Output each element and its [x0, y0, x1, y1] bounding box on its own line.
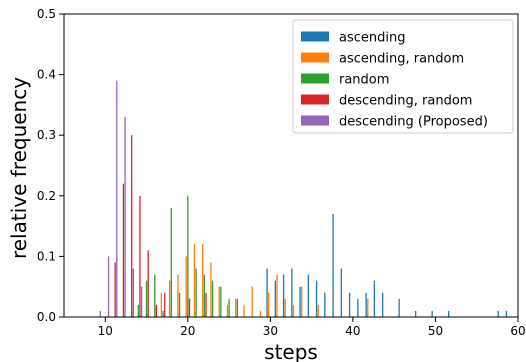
bar-ascending-random	[235, 298, 237, 317]
bar-ascending	[505, 310, 508, 317]
legend-swatch	[301, 31, 329, 42]
bar-random	[162, 310, 164, 317]
bar-ascending-random	[317, 304, 319, 317]
legend-swatch	[301, 73, 329, 84]
bar-ascending-random	[301, 286, 303, 317]
bar-descending-proposed-	[132, 268, 134, 317]
bar-descending-proposed-	[107, 256, 110, 317]
bar-ascending-random	[177, 274, 179, 317]
bar-descending-random	[122, 183, 125, 317]
bar-ascending-random	[210, 262, 212, 317]
bar-ascending	[266, 268, 268, 317]
bar-ascending	[365, 292, 367, 317]
bar-ascending	[315, 280, 318, 317]
bar-ascending-random	[251, 286, 253, 317]
bar-random	[170, 207, 172, 317]
legend-box	[292, 19, 514, 134]
y-tick-label: 0.0	[37, 310, 56, 324]
bar-random	[195, 268, 197, 317]
bar-ascending	[381, 292, 384, 317]
bar-descending-proposed-	[140, 286, 143, 317]
bar-descending-proposed-	[124, 117, 126, 318]
bar-ascending	[282, 274, 285, 317]
bar-ascending	[348, 292, 351, 317]
x-tick-label: 50	[428, 324, 443, 338]
legend-label: random	[339, 73, 389, 88]
y-tick-label: 0.2	[37, 189, 56, 203]
legend-label: descending (Proposed)	[339, 115, 488, 130]
bar-ascending-random	[185, 256, 187, 317]
bar-ascending-random	[218, 286, 220, 317]
bar-ascending	[357, 298, 359, 317]
x-tick-label: 30	[263, 324, 278, 338]
bar-descending-random	[188, 298, 191, 317]
bar-ascending	[497, 310, 499, 317]
bar-descending-random	[131, 135, 133, 317]
bar-ascending-random	[259, 310, 262, 317]
bar-random	[228, 298, 230, 317]
bar-ascending	[373, 280, 376, 317]
bar-ascending-random	[292, 304, 295, 317]
bar-ascending	[332, 213, 334, 317]
bar-descending-proposed-	[99, 310, 101, 317]
bar-descending-random	[164, 292, 166, 317]
bar-random	[203, 274, 205, 317]
bar-ascending-random	[160, 292, 163, 317]
bar-random	[178, 292, 181, 317]
bar-ascending	[398, 298, 400, 317]
x-tick-label: 60	[510, 324, 525, 338]
bar-ascending	[340, 268, 343, 317]
bar-descending-random	[205, 292, 207, 317]
bar-descending-random	[114, 262, 116, 317]
y-tick-label: 0.1	[37, 249, 56, 263]
y-axis-label: relative frequency	[7, 77, 31, 259]
bar-ascending-random	[276, 274, 278, 317]
bar-descending-random	[155, 304, 158, 317]
legend-swatch	[301, 115, 329, 126]
axes: 10 20 30 40 50 60 0.0 0.1 0.2 0.3 0.4 0.5	[37, 7, 526, 338]
bar-ascending-random	[202, 244, 204, 317]
bar-ascending	[307, 274, 309, 317]
bar-ascending-random	[243, 304, 245, 317]
bar-ascending	[414, 310, 417, 317]
bar-ascending-random	[226, 304, 229, 317]
y-tick-label: 0.4	[37, 68, 56, 82]
bar-random	[145, 280, 148, 317]
bar-ascending	[299, 286, 301, 317]
x-tick-label: 20	[180, 324, 195, 338]
legend-label: ascending	[339, 31, 405, 46]
x-tick-label: 10	[98, 324, 113, 338]
x-tick-label: 40	[345, 324, 360, 338]
bar-ascending-random	[169, 280, 171, 317]
bar-ascending-random	[193, 244, 196, 317]
bar-ascending	[291, 268, 293, 317]
bar-ascending	[448, 310, 450, 317]
bar-random	[187, 195, 189, 317]
y-tick-label: 0.5	[37, 7, 56, 21]
legend-swatch	[301, 52, 329, 63]
bar-descending-random	[139, 195, 141, 317]
legend-swatch	[301, 94, 329, 105]
bar-ascending-random	[268, 292, 270, 317]
bar-random	[236, 298, 239, 317]
bar-ascending-random	[284, 298, 286, 317]
legend-label: descending, random	[339, 94, 472, 109]
bar-random	[154, 274, 156, 317]
bar-ascending-random	[367, 298, 369, 317]
bar-random	[220, 286, 222, 317]
legend-label: ascending, random	[339, 52, 464, 67]
bar-random	[211, 280, 214, 317]
bar-ascending	[324, 292, 326, 317]
bars	[99, 80, 508, 318]
bar-random	[137, 304, 139, 317]
x-axis-label: steps	[264, 340, 318, 362]
axes-frame	[63, 13, 519, 318]
bar-descending-random	[147, 250, 149, 317]
bar-ascending	[431, 310, 433, 317]
bar-ascending	[274, 280, 276, 317]
bar-descending-proposed-	[116, 80, 118, 317]
legend: ascending ascending, random random descendi…	[292, 19, 514, 134]
y-tick-label: 0.3	[37, 128, 56, 142]
